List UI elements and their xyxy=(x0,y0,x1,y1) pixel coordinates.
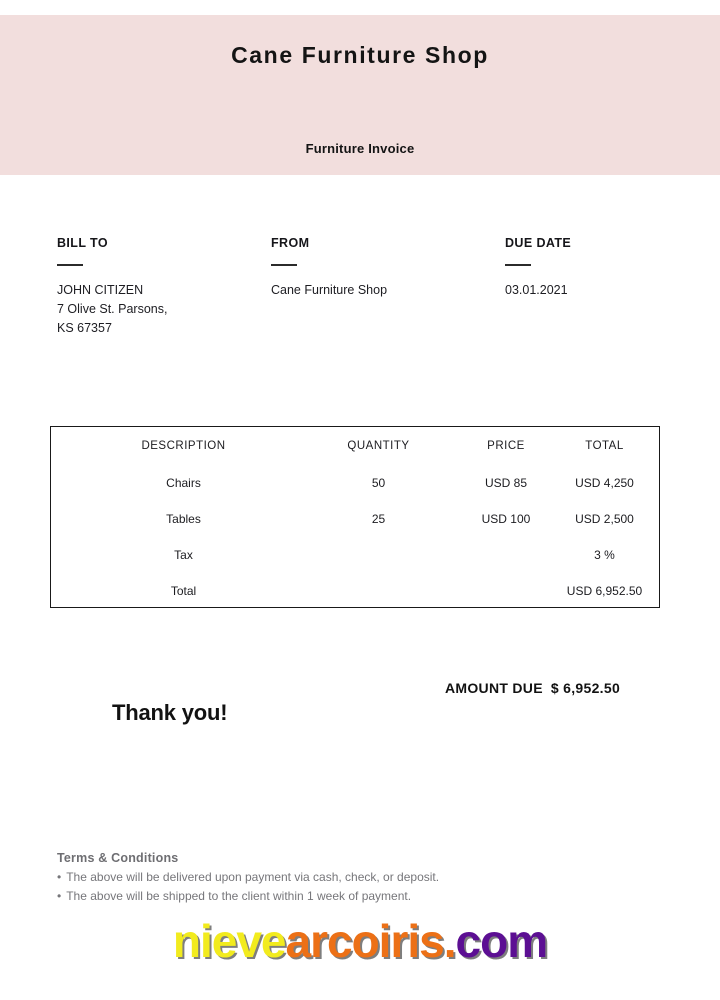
amount-due-value: $ 6,952.50 xyxy=(550,680,621,696)
cell-quantity: 25 xyxy=(371,512,386,526)
watermark-part-2: arcoiris. xyxy=(285,915,457,967)
items-table: DESCRIPTION QUANTITY PRICE TOTAL Chairs … xyxy=(50,426,660,608)
cell-total: USD 6,952.50 xyxy=(566,584,643,598)
due-date-block: DUE DATE 03.01.2021 xyxy=(505,236,685,300)
from-name: Cane Furniture Shop xyxy=(271,283,388,297)
bill-to-name: JOHN CITIZEN xyxy=(57,283,144,297)
amount-due-label: AMOUNT DUE xyxy=(444,680,543,696)
cell-description: Total xyxy=(170,584,197,598)
terms-text-2: The above will be shipped to the client … xyxy=(66,889,412,903)
cell-total: USD 2,500 xyxy=(575,512,634,526)
column-header-total: TOTAL xyxy=(585,440,624,452)
cell-quantity: 50 xyxy=(371,476,386,490)
terms-bullet-2: • The above will be shipped to the client… xyxy=(57,887,577,906)
cell-description: Chairs xyxy=(166,476,201,490)
bill-to-rule xyxy=(57,264,83,266)
terms-text-1: The above will be delivered upon payment… xyxy=(66,870,440,884)
bill-to-block: BILL TO JOHN CITIZEN 7 Olive St. Parsons… xyxy=(57,236,257,338)
terms-section: Terms & Conditions • The above will be de… xyxy=(57,851,577,906)
table-header-row: DESCRIPTION QUANTITY PRICE TOTAL xyxy=(51,440,659,458)
due-date-rule xyxy=(505,264,531,266)
due-date-label: DUE DATE xyxy=(505,236,572,250)
table-row: Tables 25 USD 100 USD 2,500 xyxy=(51,512,659,530)
bullet-icon: • xyxy=(57,870,62,884)
amount-due-row: AMOUNT DUE $ 6,952.50 xyxy=(420,680,645,696)
from-block: FROM Cane Furniture Shop xyxy=(271,236,491,300)
parties-section: BILL TO JOHN CITIZEN 7 Olive St. Parsons… xyxy=(0,236,720,356)
header-band xyxy=(0,15,720,175)
cell-price: USD 85 xyxy=(484,476,528,490)
bill-to-street: 7 Olive St. Parsons, xyxy=(57,302,168,316)
from-rule xyxy=(271,264,297,266)
column-header-quantity: QUANTITY xyxy=(347,440,410,452)
watermark: nievearcoiris.com xyxy=(0,912,720,970)
cell-total: USD 4,250 xyxy=(575,476,634,490)
watermark-part-3: com xyxy=(455,915,549,967)
column-header-description: DESCRIPTION xyxy=(141,440,226,452)
table-row-total: Total USD 6,952.50 xyxy=(51,584,659,602)
terms-title: Terms & Conditions xyxy=(57,851,179,865)
cell-description: Tables xyxy=(166,512,201,526)
page-title: Cane Furniture Shop xyxy=(231,42,489,68)
invoice-subtitle: Furniture Invoice xyxy=(305,141,415,156)
cell-price: USD 100 xyxy=(481,512,531,526)
cell-total: 3 % xyxy=(594,548,615,562)
bullet-icon: • xyxy=(57,889,62,903)
column-header-price: PRICE xyxy=(487,440,525,452)
cell-description: Tax xyxy=(174,548,193,562)
bill-to-label: BILL TO xyxy=(57,236,108,250)
watermark-part-1: nieve xyxy=(172,915,287,967)
table-row: Chairs 50 USD 85 USD 4,250 xyxy=(51,476,659,494)
thank-you-text: Thank you! xyxy=(112,700,228,725)
terms-bullet-1: • The above will be delivered upon paymen… xyxy=(57,868,577,887)
bill-to-city-state: KS 67357 xyxy=(57,321,112,335)
table-row-tax: Tax 3 % xyxy=(51,548,659,566)
from-label: FROM xyxy=(271,236,310,250)
due-date-value: 03.01.2021 xyxy=(505,283,568,297)
